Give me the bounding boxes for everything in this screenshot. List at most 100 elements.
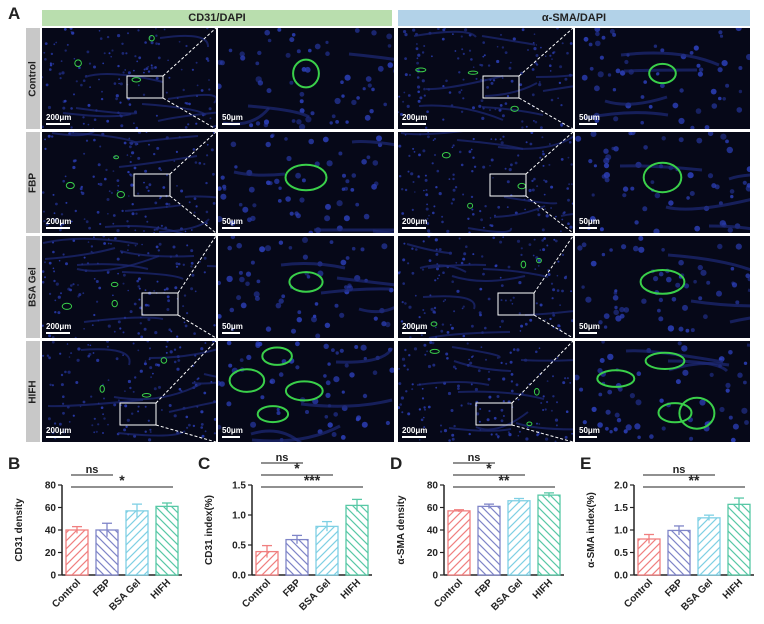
scale-bar-label: 50μm bbox=[579, 217, 600, 226]
y-tick-label: 20 bbox=[45, 548, 57, 559]
y-tick-label: 40 bbox=[427, 526, 439, 537]
y-axis-label: α-SMA index(%) bbox=[586, 492, 597, 568]
bar-control bbox=[637, 538, 661, 576]
scale-bar-line bbox=[222, 332, 240, 334]
scale-bar: 200μm bbox=[402, 322, 427, 334]
header-sma-dapi: α-SMA/DAPI bbox=[398, 10, 750, 26]
scale-bar-label: 200μm bbox=[402, 217, 428, 226]
scale-bar-line bbox=[402, 436, 426, 438]
bar-bsa-gel bbox=[125, 510, 149, 576]
significance-label: ns bbox=[276, 455, 289, 464]
row-label-bsa-gel: BSA Gel bbox=[26, 236, 40, 338]
significance-label: ** bbox=[689, 472, 700, 488]
scale-bar-line bbox=[579, 436, 597, 438]
header-cd31-dapi: CD31/DAPI bbox=[42, 10, 392, 26]
y-tick-label: 40 bbox=[45, 526, 57, 537]
significance-label: ns bbox=[673, 464, 686, 476]
micrograph-fbp-overview: 200μm bbox=[42, 132, 216, 233]
row-label-text: FBP bbox=[27, 172, 39, 193]
scale-bar-line bbox=[46, 436, 70, 438]
scale-bar: 200μm bbox=[402, 217, 427, 229]
y-tick-label: 60 bbox=[45, 503, 57, 514]
scale-bar-line bbox=[402, 123, 426, 125]
scale-bar: 50μm bbox=[222, 426, 243, 438]
panel-letter: C bbox=[198, 455, 210, 473]
y-tick-label: 0.5 bbox=[614, 548, 628, 559]
scale-bar-line bbox=[222, 436, 240, 438]
micrograph-hifh-zoom: 50μm bbox=[575, 341, 750, 442]
scale-bar-label: 200μm bbox=[402, 426, 428, 435]
row-label-fbp: FBP bbox=[26, 132, 40, 233]
micrograph-control-zoom: 50μm bbox=[218, 28, 394, 129]
bar-fbp bbox=[477, 505, 501, 576]
micrograph-control-zoom: 50μm bbox=[575, 28, 750, 129]
bar-hifh bbox=[345, 504, 369, 576]
y-tick-label: 0.0 bbox=[614, 571, 628, 582]
micrograph-fbp-zoom: 50μm bbox=[218, 132, 394, 233]
x-tick-label: FBP bbox=[663, 577, 685, 599]
scale-bar: 50μm bbox=[579, 113, 600, 125]
y-axis-label: α-SMA density bbox=[396, 495, 407, 565]
row-label-text: HIFH bbox=[27, 379, 39, 404]
bar-control bbox=[447, 510, 471, 576]
x-tick-label: FBP bbox=[281, 577, 303, 599]
x-tick-label: FBP bbox=[91, 577, 113, 599]
micrograph-bsa-gel-zoom: 50μm bbox=[575, 236, 750, 338]
x-tick-label: HIFH bbox=[339, 577, 363, 601]
x-tick-label: BSA Gel bbox=[489, 577, 525, 613]
bar-bsa-gel bbox=[507, 500, 531, 576]
micrograph-fbp-overview: 200μm bbox=[398, 132, 573, 233]
x-tick-label: BSA Gel bbox=[107, 577, 143, 613]
bar-fbp bbox=[285, 538, 309, 576]
micrograph-control-overview: 200μm bbox=[398, 28, 573, 129]
scale-bar: 50μm bbox=[579, 217, 600, 229]
micrograph-bsa-gel-overview: 200μm bbox=[398, 236, 573, 338]
x-tick-label: Control bbox=[240, 577, 273, 610]
scale-bar: 200μm bbox=[46, 217, 71, 229]
scale-bar-line bbox=[46, 227, 70, 229]
scale-bar-label: 50μm bbox=[222, 322, 243, 331]
micrograph-hifh-zoom: 50μm bbox=[218, 341, 394, 442]
chart-c: C CD31 index(%) 0.0 0.5 1.0 1.5 Control FBP BSA … bbox=[190, 452, 385, 619]
scale-bar-label: 200μm bbox=[46, 322, 72, 331]
micrograph-bsa-gel-zoom: 50μm bbox=[218, 236, 394, 338]
chart-svg: C CD31 index(%) 0.0 0.5 1.0 1.5 Control FBPBSA … bbox=[198, 452, 372, 613]
scale-bar-line bbox=[579, 227, 597, 229]
micrograph-hifh-overview: 200μm bbox=[42, 341, 216, 442]
scale-bar-line bbox=[402, 227, 426, 229]
x-tick-label: Control bbox=[50, 577, 83, 610]
significance-label: ns bbox=[86, 464, 99, 476]
scale-bar-line bbox=[222, 123, 240, 125]
y-tick-label: 80 bbox=[427, 481, 439, 492]
y-tick-label: 0 bbox=[432, 571, 438, 582]
scale-bar: 50μm bbox=[579, 426, 600, 438]
scale-bar-label: 50μm bbox=[222, 217, 243, 226]
y-tick-label: 2.0 bbox=[614, 481, 628, 492]
significance-label: ns bbox=[468, 455, 481, 464]
scale-bar-label: 200μm bbox=[402, 322, 428, 331]
row-label-control: Control bbox=[26, 28, 40, 129]
scale-bar-label: 50μm bbox=[579, 113, 600, 122]
bar-hifh bbox=[727, 503, 751, 576]
significance-label: *** bbox=[304, 472, 321, 488]
row-label-text: Control bbox=[27, 60, 39, 97]
scale-bar-label: 50μm bbox=[222, 426, 243, 435]
y-tick-label: 1.0 bbox=[614, 526, 628, 537]
scale-bar-label: 200μm bbox=[46, 113, 72, 122]
y-tick-label: 0.5 bbox=[232, 541, 246, 552]
panel-letter: E bbox=[580, 455, 591, 473]
scale-bar-line bbox=[579, 332, 597, 334]
bar-hifh bbox=[537, 494, 561, 576]
y-tick-label: 0 bbox=[50, 571, 56, 582]
row-label-text: BSA Gel bbox=[27, 267, 39, 307]
x-tick-label: FBP bbox=[473, 577, 495, 599]
y-tick-label: 20 bbox=[427, 548, 439, 559]
panel-a-letter: A bbox=[8, 4, 21, 23]
scale-bar: 50μm bbox=[579, 322, 600, 334]
panel-letter: D bbox=[390, 455, 402, 473]
y-tick-label: 1.0 bbox=[232, 511, 246, 522]
chart-b: B CD31 density 0 20 40 60 80 Control FBP BSA Gel H… bbox=[0, 454, 195, 619]
